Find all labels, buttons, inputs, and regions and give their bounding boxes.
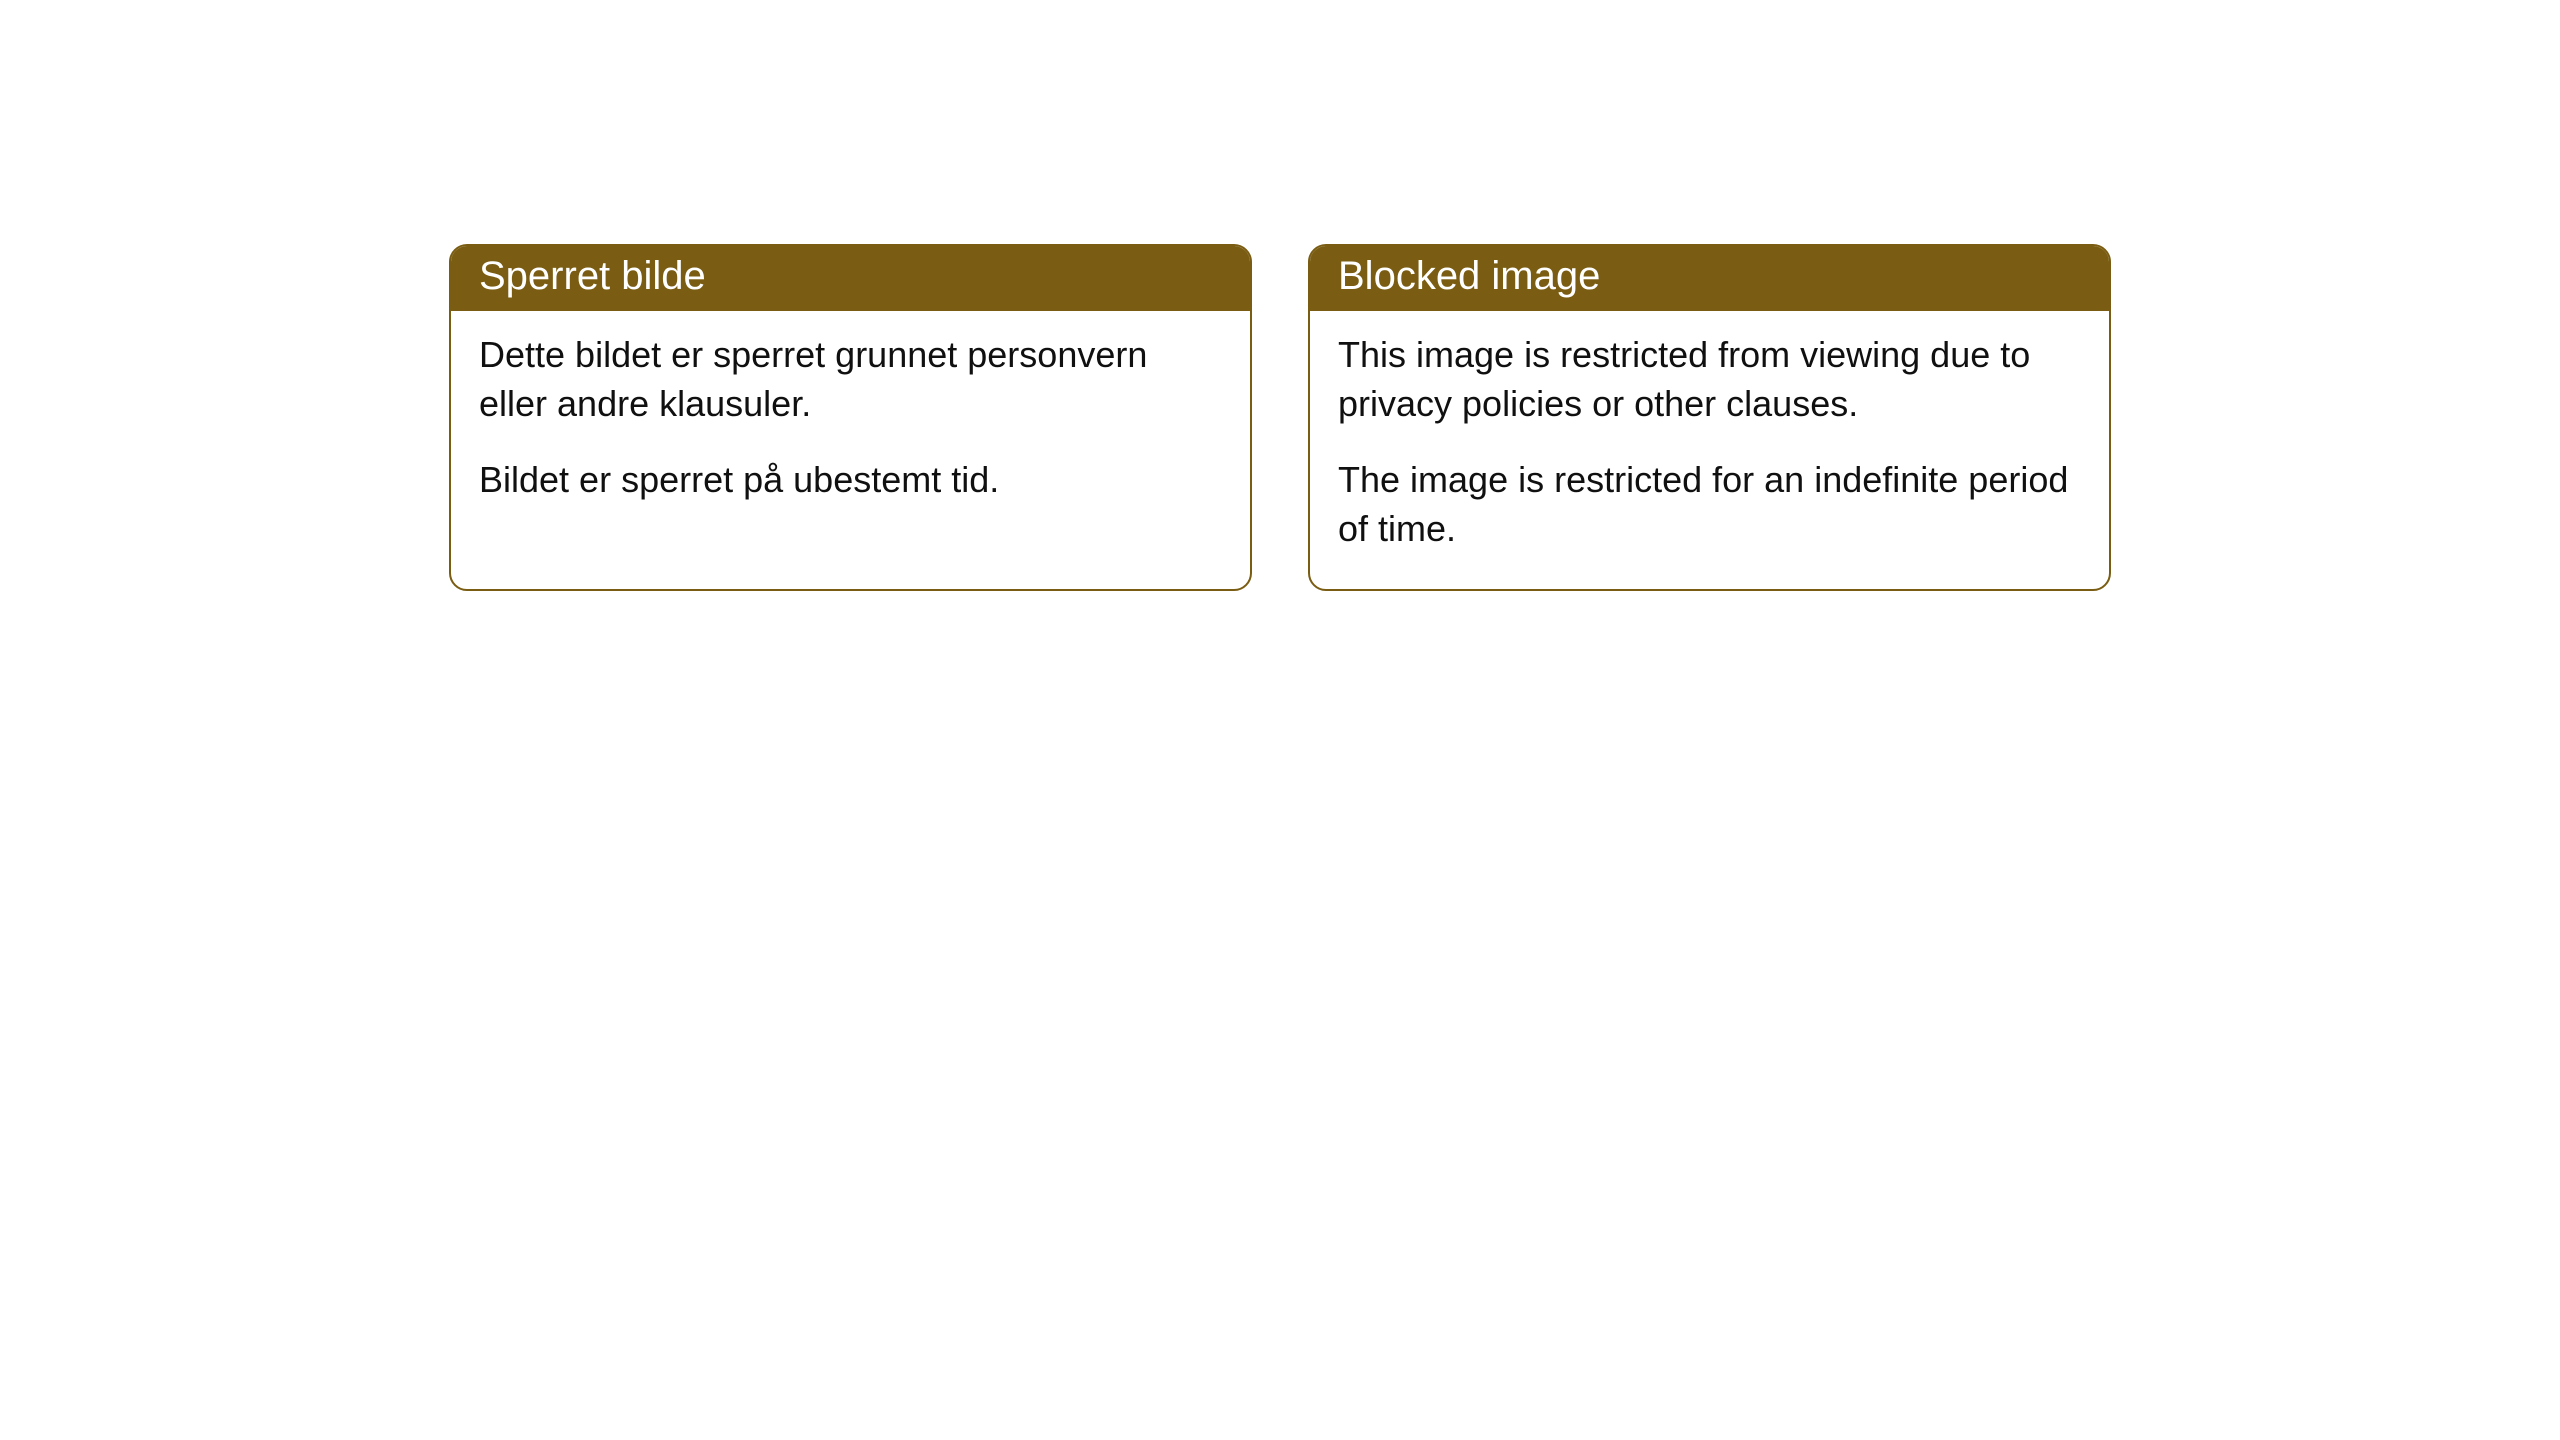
card-title: Sperret bilde xyxy=(479,254,706,298)
card-paragraph: Dette bildet er sperret grunnet personve… xyxy=(479,331,1222,428)
card-header: Sperret bilde xyxy=(451,246,1250,311)
notice-cards-container: Sperret bilde Dette bildet er sperret gr… xyxy=(449,244,2111,591)
card-body: Dette bildet er sperret grunnet personve… xyxy=(451,311,1250,541)
card-paragraph: The image is restricted for an indefinit… xyxy=(1338,456,2081,553)
card-paragraph: This image is restricted from viewing du… xyxy=(1338,331,2081,428)
notice-card-english: Blocked image This image is restricted f… xyxy=(1308,244,2111,591)
card-header: Blocked image xyxy=(1310,246,2109,311)
card-paragraph: Bildet er sperret på ubestemt tid. xyxy=(479,456,1222,505)
card-body: This image is restricted from viewing du… xyxy=(1310,311,2109,589)
card-title: Blocked image xyxy=(1338,254,1600,298)
notice-card-norwegian: Sperret bilde Dette bildet er sperret gr… xyxy=(449,244,1252,591)
